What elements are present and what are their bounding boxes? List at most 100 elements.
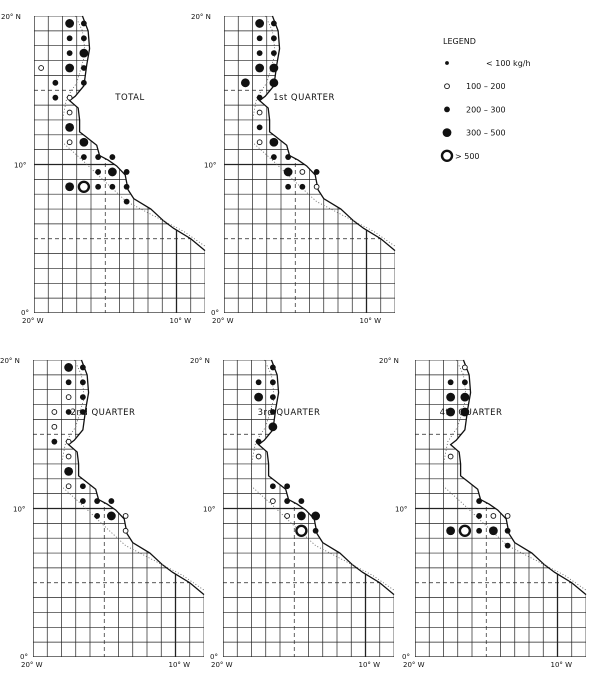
- isobath-line: [61, 359, 205, 591]
- legend-label: 300 – 500: [466, 129, 506, 138]
- catch-marker-100-200: [490, 513, 497, 519]
- lat-label-10n: 10°: [13, 506, 25, 514]
- catch-marker-200-300: [80, 65, 87, 71]
- catch-marker-200-300: [312, 527, 319, 534]
- catch-marker-100-200: [65, 394, 72, 400]
- catch-marker-200-300: [269, 394, 276, 401]
- catch-marker-100-200: [65, 483, 72, 490]
- catch-marker-200-300: [80, 35, 87, 42]
- catch-marker-200-300: [461, 379, 468, 386]
- catch-marker-200-300: [284, 498, 291, 504]
- catch-marker-over-500: [295, 524, 308, 537]
- catch-marker-300-500: [65, 63, 75, 73]
- catch-marker-100-200: [122, 527, 129, 534]
- panel-title: 1st QUARTER: [273, 93, 335, 103]
- grid: [224, 16, 395, 313]
- catch-marker-200-300: [504, 542, 511, 549]
- lon-label-20w: 20° W: [22, 317, 44, 325]
- grid: [34, 16, 205, 313]
- catch-marker-300-500: [65, 19, 75, 28]
- catch-marker-300-500: [254, 392, 264, 402]
- lat-label-10n: 10°: [395, 506, 407, 514]
- panel-title: 4th QUARTER: [440, 408, 503, 418]
- map-panel-4: 20° N 10° 0°20° W 10° W 3rd QUARTER: [190, 357, 395, 669]
- catch-marker-200-300: [79, 409, 86, 415]
- catch-marker-100-200: [462, 364, 468, 371]
- lon-label-20w: 20° W: [403, 661, 425, 669]
- lon-label-10w: 10° W: [359, 661, 381, 669]
- catch-marker-300-500: [460, 407, 470, 417]
- catch-marker-300-500: [79, 48, 89, 58]
- lon-label-10w: 10° W: [170, 317, 192, 325]
- catch-marker-100-200: [284, 513, 290, 519]
- catch-marker-200-300: [80, 20, 87, 27]
- catch-marker-300-500: [311, 511, 321, 521]
- catch-marker-200-300: [299, 183, 306, 190]
- coastline: [258, 15, 396, 252]
- catch-marker-300-500: [269, 78, 279, 88]
- coastline: [67, 359, 205, 596]
- catch-marker-200-300: [269, 483, 276, 490]
- catch-marker-200-300: [476, 498, 483, 504]
- catch-marker-200-300: [80, 154, 87, 160]
- catch-marker-200-300: [51, 438, 58, 445]
- catch-marker-200-300: [94, 513, 101, 519]
- catch-marker-300-500: [64, 363, 74, 372]
- lat-label-10n: 10°: [203, 506, 215, 514]
- catch-marker-200-300: [313, 169, 320, 175]
- catch-marker-200-300: [270, 20, 277, 27]
- catch-marker-100-200: [313, 183, 320, 190]
- lat-label-0: 0°: [20, 653, 28, 661]
- legend-label: > 500: [455, 152, 480, 161]
- catch-marker-100-200: [65, 438, 72, 445]
- catch-marker-200-300: [256, 35, 263, 42]
- catch-marker-200-300: [95, 169, 102, 175]
- coastline: [68, 15, 206, 252]
- catch-marker-200-300: [109, 154, 116, 160]
- catch-marker-100-200: [256, 109, 263, 116]
- catch-marker-200-300: [270, 154, 277, 160]
- lat-label-0: 0°: [402, 653, 410, 661]
- catch-marker-100-200: [122, 513, 129, 519]
- catch-marker-200-300: [255, 379, 262, 386]
- catch-marker-200-300: [79, 498, 86, 504]
- catch-marker-200-300: [256, 50, 263, 57]
- isobath-line: [62, 15, 206, 247]
- catch-marker-200-300: [79, 394, 86, 401]
- lat-label-0: 0°: [211, 309, 219, 317]
- panel-title: TOTAL: [114, 93, 144, 103]
- coastline: [449, 359, 587, 596]
- catch-marker-300-500: [446, 407, 456, 417]
- catch-marker-200-300: [270, 35, 277, 42]
- catch-marker-100-200: [38, 65, 44, 71]
- lat-label-20n: 20° N: [379, 357, 399, 365]
- catch-marker-200-300: [95, 154, 102, 160]
- catch-marker-200-300: [270, 50, 277, 57]
- catch-marker-200-300: [476, 527, 483, 534]
- catch-marker-over-500: [458, 524, 472, 537]
- panel-title: 2nd QUARTER: [71, 408, 136, 418]
- legend-marker: [444, 83, 450, 90]
- catch-marker-300-500: [240, 78, 250, 88]
- lon-label-10w: 10° W: [360, 317, 382, 325]
- map-panel-3: 20° N 10° 0°20° W 10° W 2nd QUARTER: [0, 357, 205, 669]
- lon-label-20w: 20° W: [211, 661, 233, 669]
- catch-marker-200-300: [79, 483, 86, 490]
- catch-marker-300-500: [65, 182, 75, 192]
- lat-label-20n: 20° N: [1, 13, 21, 21]
- catch-marker-100-200: [51, 423, 58, 430]
- catch-marker-200-300: [94, 498, 101, 504]
- catch-marker-200-300: [269, 364, 276, 371]
- lat-label-20n: 20° N: [191, 13, 211, 21]
- catch-marker-100-200: [66, 139, 73, 146]
- catch-marker-100-200: [299, 169, 306, 175]
- catch-marker-200-300: [66, 35, 73, 42]
- catch-marker-200-300: [65, 409, 72, 415]
- catch-marker-200-300: [52, 79, 59, 86]
- lon-label-20w: 20° W: [212, 317, 234, 325]
- catch-marker-100-200: [255, 453, 262, 460]
- legend: LEGEND < 100 kg/h 100 – 200 200 – 300 300 – …: [440, 37, 531, 163]
- grid: [33, 360, 204, 657]
- catch-marker-100-200: [447, 453, 454, 460]
